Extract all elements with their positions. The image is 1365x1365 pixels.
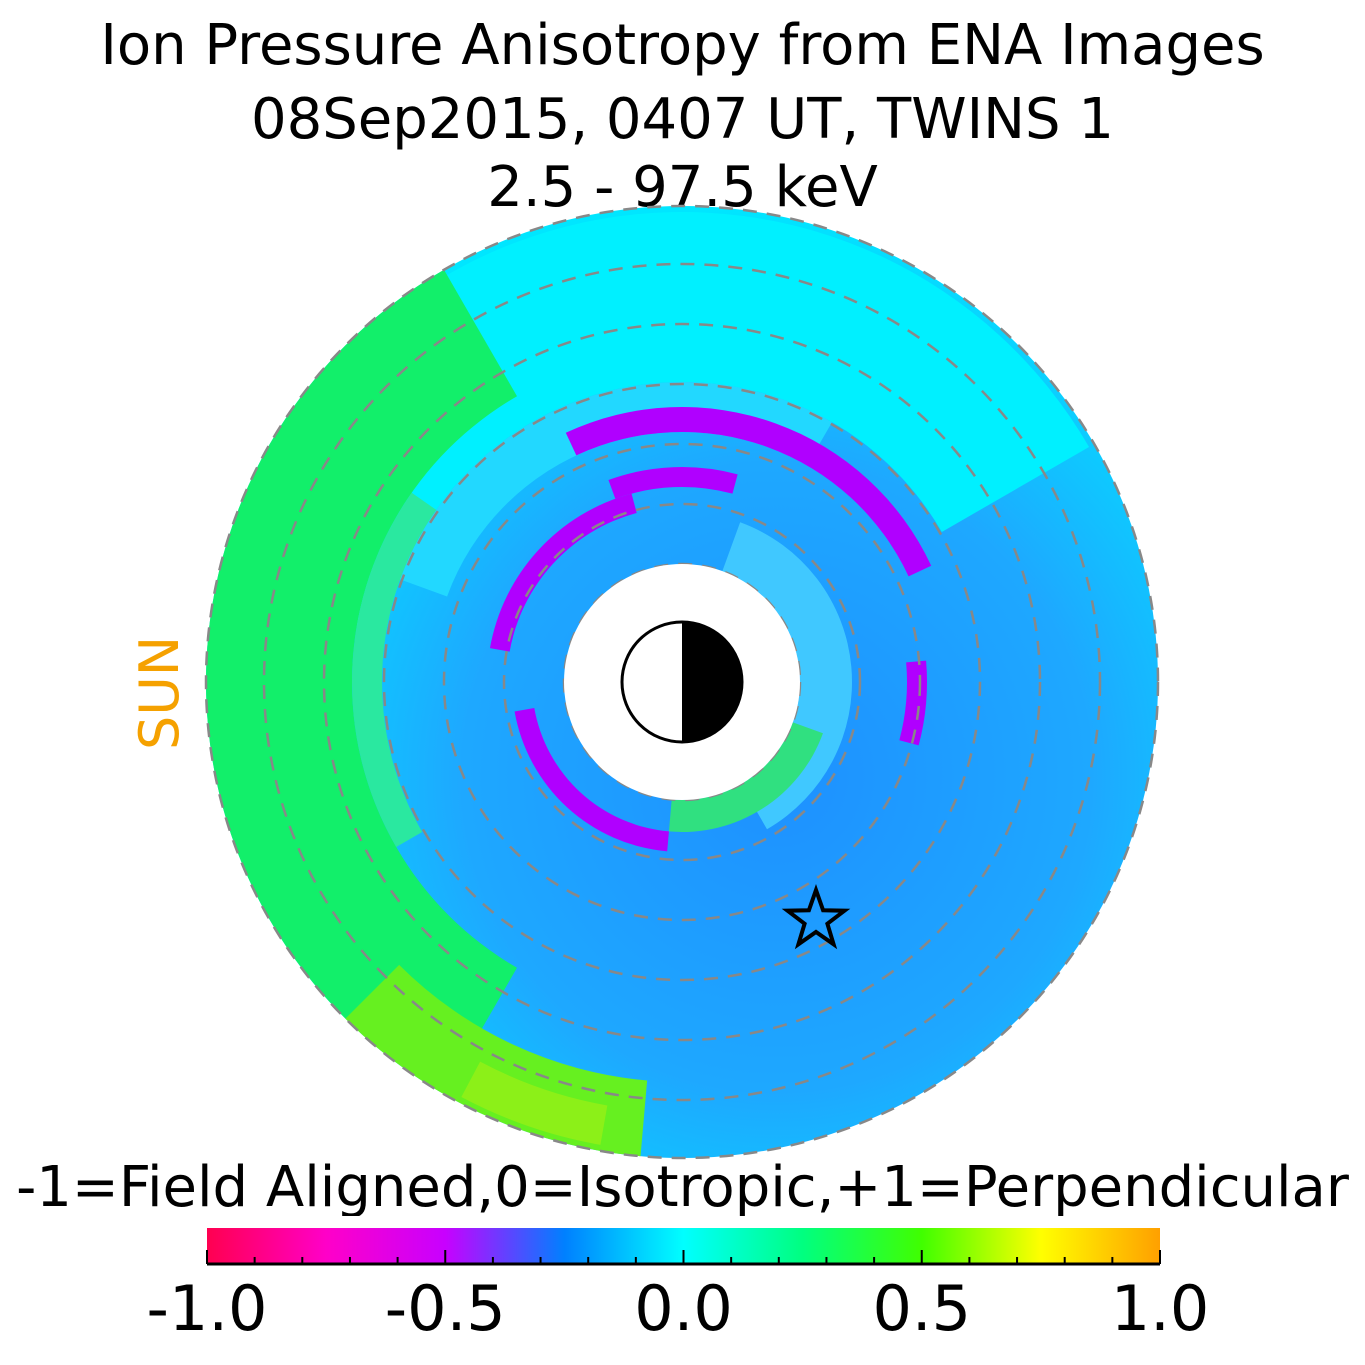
ring-guide-3 <box>382 382 982 982</box>
map-region-purple-arc-top <box>608 467 738 499</box>
map-region-green-inner <box>352 492 437 847</box>
colorbar-tick-label: -1.0 <box>147 1272 268 1345</box>
colorbar-label: -1=Field Aligned,0=Isotropic,+1=Perpendi… <box>16 1160 1349 1216</box>
map-region-lime-strip <box>461 1061 608 1145</box>
star-icon <box>781 883 851 950</box>
colorbar-tick-label: -0.5 <box>385 1272 506 1345</box>
chart-title-line-2: 08Sep2015, 0407 UT, TWINS 1 <box>251 87 1114 152</box>
map-region-purple-arc-left <box>489 493 637 652</box>
polar-anisotropy-map <box>204 204 1160 1160</box>
earth-marker <box>620 620 744 744</box>
earth-night-side <box>682 622 742 742</box>
map-region-purple-arc-lower <box>514 708 669 852</box>
ring-guide-1 <box>502 502 862 862</box>
ring-guide-5 <box>262 262 1102 1102</box>
spacecraft-star-marker <box>781 883 851 950</box>
colorbar-ticks <box>206 1250 1161 1266</box>
colorbar-tick-label: 1.0 <box>1111 1272 1210 1345</box>
colorbar-tick-label: 0.5 <box>872 1272 971 1345</box>
map-region-inner-light <box>722 522 852 830</box>
colorbar-tick-label: 0.0 <box>634 1272 733 1345</box>
ring-guide-2 <box>442 442 922 922</box>
map-region-purple-arc-upper <box>565 407 932 577</box>
map-region-green-left <box>205 269 518 1095</box>
colorbar-tick-labels: -1.0 -0.5 0.0 0.5 1.0 <box>147 1272 1210 1345</box>
map-region-inner-green <box>668 722 823 833</box>
ring-guide-4 <box>322 322 1042 1042</box>
ring-guide-6 <box>204 204 1160 1160</box>
colorbar: -1.0 -0.5 0.0 0.5 1.0 <box>147 1228 1210 1345</box>
chart-title-line-1: Ion Pressure Anisotropy from ENA Images <box>100 13 1265 78</box>
